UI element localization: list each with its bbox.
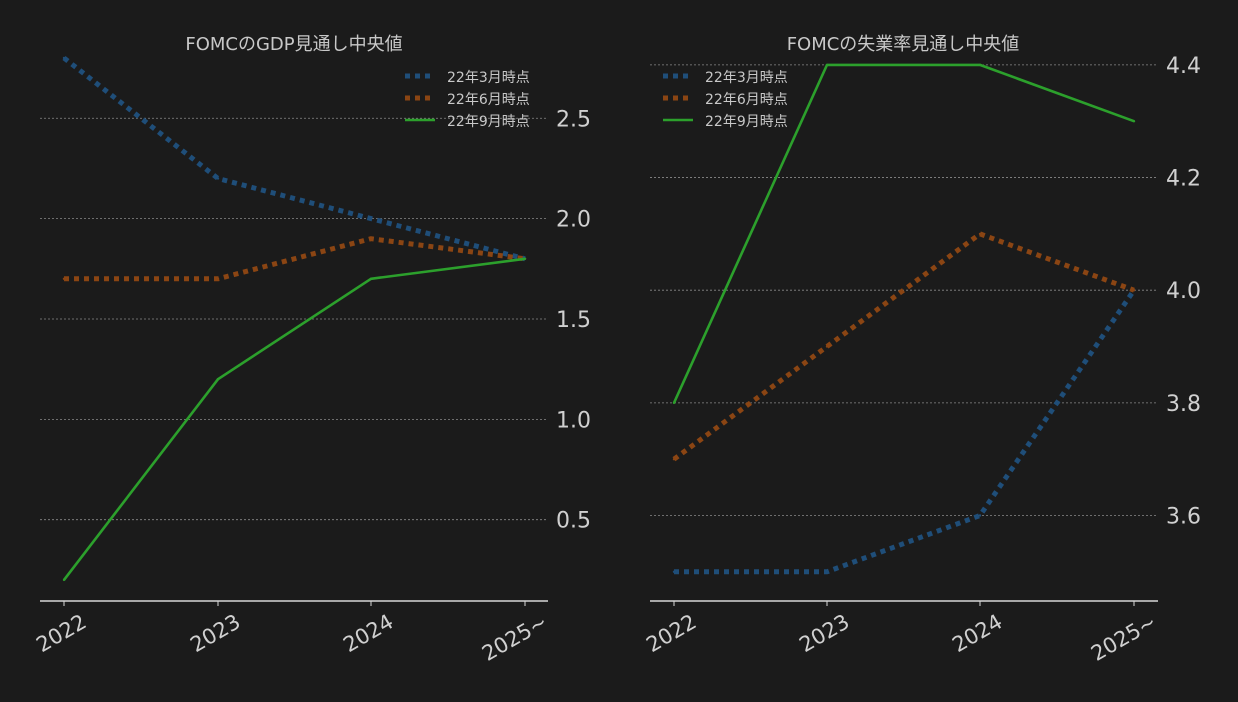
chart-title: FOMCの失業率見通し中央値 — [787, 34, 1020, 55]
legend-label: 22年3月時点 — [705, 70, 788, 86]
data-point — [825, 345, 829, 348]
series-line-2 — [672, 231, 1135, 462]
y-tick-label: 3.8 — [1166, 392, 1201, 417]
data-point — [978, 232, 982, 236]
data-point — [216, 177, 220, 180]
x-tick-label: 2022 — [32, 610, 90, 658]
data-point — [672, 570, 676, 573]
x-tick-label: 2022 — [642, 610, 700, 658]
data-point — [523, 257, 527, 260]
legend-label: 22年3月時点 — [447, 70, 530, 86]
y-tick-label: 1.0 — [556, 408, 591, 433]
y-tick-label: 2.0 — [556, 208, 591, 233]
y-tick-label: 1.5 — [556, 308, 591, 333]
y-tick-label: 0.5 — [556, 509, 591, 534]
x-tick-label: 2023 — [186, 610, 244, 658]
legend-label: 22年9月時点 — [447, 114, 530, 130]
y-tick-label: 2.5 — [556, 107, 591, 132]
data-point — [1132, 289, 1136, 292]
y-tick-label: 4.0 — [1166, 279, 1201, 304]
chart-title: FOMCのGDP見通し中央値 — [185, 34, 402, 55]
data-point — [978, 514, 982, 517]
data-point — [825, 63, 829, 67]
data-point — [216, 277, 220, 280]
data-point — [369, 277, 373, 280]
y-tick-label: 3.6 — [1166, 505, 1201, 530]
data-point — [62, 578, 66, 582]
y-tick-label: 4.2 — [1166, 167, 1201, 192]
x-tick-label: 2024 — [339, 610, 397, 658]
legend-label: 22年6月時点 — [447, 92, 530, 108]
series-line-3 — [672, 63, 1135, 404]
x-tick-label: 2023 — [795, 610, 853, 658]
data-point — [62, 277, 66, 280]
x-tick-label: 2024 — [948, 610, 1006, 658]
series-line-1 — [62, 56, 526, 262]
legend-label: 22年6月時点 — [705, 92, 788, 108]
data-point — [672, 458, 676, 461]
data-point — [825, 570, 829, 573]
series-line-1 — [674, 288, 1137, 575]
x-tick-label: 2025~ — [1087, 610, 1161, 666]
data-point — [216, 378, 220, 381]
data-point — [369, 237, 373, 240]
x-tick-label: 2025~ — [478, 610, 552, 666]
data-point — [1132, 120, 1136, 123]
data-point — [978, 63, 982, 67]
series-line-3 — [62, 257, 526, 581]
y-tick-label: 4.4 — [1166, 54, 1201, 79]
data-point — [672, 401, 676, 405]
data-point — [369, 217, 373, 220]
data-point — [62, 56, 66, 60]
series-line-2 — [64, 236, 526, 282]
legend-label: 22年9月時点 — [705, 114, 788, 130]
